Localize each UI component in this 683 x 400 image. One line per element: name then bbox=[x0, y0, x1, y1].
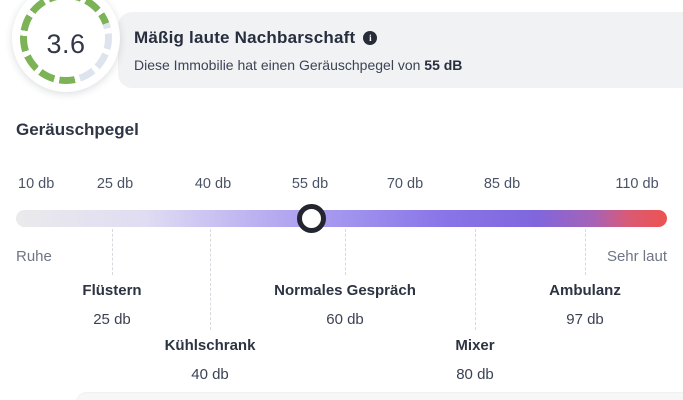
reference-ambulanz: Ambulanz 97 db bbox=[549, 282, 621, 328]
reference-fluestern: Flüstern 25 db bbox=[82, 282, 141, 328]
next-section-edge bbox=[75, 392, 683, 400]
scale-tick-10db: 10 db bbox=[18, 176, 55, 192]
header-subtitle: Diese Immobilie hat einen Geräuschpegel … bbox=[134, 57, 462, 73]
scale-tick-85db: 85 db bbox=[483, 176, 521, 192]
header-text: Mäßig laute Nachbarschaft i Diese Immobi… bbox=[134, 28, 462, 73]
dashed-connector-40db bbox=[210, 229, 211, 330]
reference-mixer: Mixer 80 db bbox=[455, 337, 494, 383]
reference-name: Kühlschrank bbox=[164, 337, 256, 354]
reference-name: Flüstern bbox=[82, 282, 142, 299]
scale-tick-110db: 110 db bbox=[615, 176, 659, 192]
dashed-connector-60db bbox=[345, 229, 346, 275]
subtitle-db-value: 55 dB bbox=[424, 57, 463, 73]
score-gauge: 3.6 bbox=[12, 0, 120, 92]
header-title: Mäßig laute Nachbarschaft bbox=[134, 28, 356, 47]
score-value: 3.6 bbox=[46, 28, 86, 59]
noise-level-marker bbox=[297, 204, 326, 233]
dashed-connector-80db bbox=[475, 229, 476, 330]
info-icon[interactable]: i bbox=[363, 31, 378, 45]
scale-max-label: Sehr laut bbox=[606, 248, 667, 265]
dashed-connector-25db bbox=[112, 229, 113, 275]
reference-normales-gespraech: Normales Gespräch 60 db bbox=[274, 282, 416, 328]
reference-value: 80 db bbox=[456, 366, 494, 383]
section-title: Geräuschpegel bbox=[16, 120, 139, 139]
header-band bbox=[118, 12, 683, 88]
info-icon-glyph: i bbox=[369, 32, 372, 43]
reference-kuehlschrank: Kühlschrank 40 db bbox=[165, 337, 256, 383]
reference-value: 40 db bbox=[191, 366, 229, 383]
reference-name: Normales Gespräch bbox=[274, 282, 416, 299]
subtitle-text: Diese Immobilie hat einen Geräuschpegel … bbox=[134, 57, 425, 73]
scale-tick-25db: 25 db bbox=[96, 176, 134, 192]
reference-value: 60 db bbox=[326, 311, 364, 328]
scale-min-label: Ruhe bbox=[16, 248, 52, 265]
dashed-connector-97db bbox=[585, 229, 586, 275]
scale-tick-40db: 40 db bbox=[194, 176, 232, 192]
reference-value: 25 db bbox=[93, 311, 131, 328]
score-gauge-ring bbox=[20, 0, 112, 84]
noise-gradient-bar bbox=[16, 210, 667, 227]
reference-name: Mixer bbox=[455, 337, 495, 354]
reference-name: Ambulanz bbox=[549, 282, 621, 299]
scale-tick-55db: 55 db bbox=[291, 176, 329, 192]
reference-value: 97 db bbox=[566, 311, 604, 328]
scale-tick-70db: 70 db bbox=[386, 176, 424, 192]
